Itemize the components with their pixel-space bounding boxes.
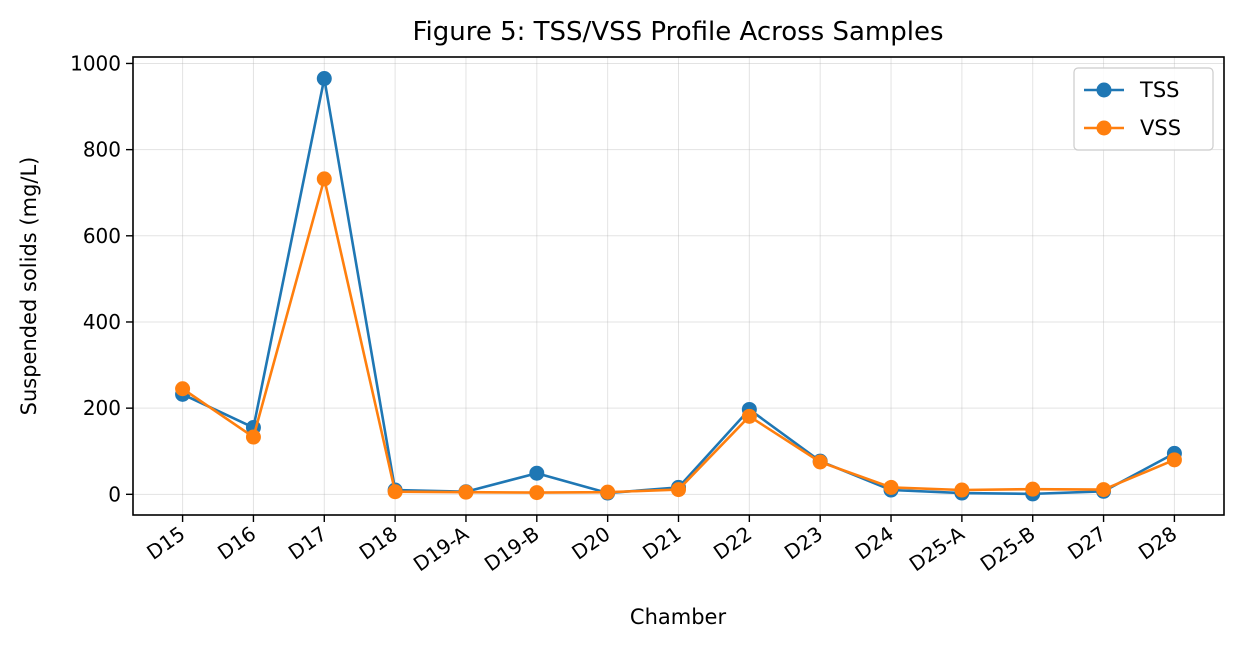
data-point — [316, 71, 332, 87]
data-point — [245, 429, 261, 445]
y-tick-label: 200 — [83, 396, 121, 420]
y-tick-label: 600 — [83, 224, 121, 248]
data-point — [529, 465, 545, 481]
data-point — [671, 482, 686, 498]
x-tick-label: D17 — [284, 521, 331, 564]
legend-item: TSS — [1084, 78, 1180, 102]
data-point — [1166, 452, 1182, 468]
y-tick-label: 0 — [108, 482, 121, 506]
data-point — [458, 484, 474, 500]
data-point — [812, 454, 828, 470]
data-point — [883, 479, 899, 495]
legend-label: TSS — [1139, 78, 1180, 102]
x-tick-label: D19-A — [409, 521, 473, 576]
x-tick-label: D28 — [1134, 521, 1181, 564]
x-tick-label: D25-B — [976, 521, 1040, 576]
data-point — [954, 482, 970, 498]
legend-item: VSS — [1084, 116, 1181, 140]
data-point — [316, 171, 332, 187]
legend-marker — [1096, 120, 1112, 136]
x-tick-label: D19-B — [480, 521, 544, 576]
y-tick-label: 1000 — [70, 51, 121, 75]
data-point — [1096, 482, 1112, 498]
x-axis-label: Chamber — [630, 605, 727, 629]
series-vss — [175, 171, 1182, 501]
y-tick-label: 400 — [83, 310, 121, 334]
legend-label: VSS — [1140, 116, 1181, 140]
x-tick-label: D23 — [780, 521, 827, 564]
axes: D15 D16 D17 D18 D19-A D19-B D20 D21 D22 D23 D24 D25… — [70, 51, 1181, 576]
series-layer — [175, 71, 1182, 502]
y-axis-label: Suspended solids (mg/L) — [17, 157, 41, 416]
data-point — [600, 484, 616, 500]
grid — [133, 57, 1224, 515]
x-tick-label: D24 — [851, 521, 898, 564]
x-tick-label: D21 — [638, 521, 685, 564]
chart-title: Figure 5: TSS/VSS Profile Across Samples — [412, 17, 943, 47]
x-tick-label: D15 — [142, 521, 189, 564]
data-point — [741, 408, 757, 424]
legend: TSS VSS — [1073, 67, 1214, 151]
data-point — [529, 485, 545, 501]
x-tick-label: D27 — [1063, 521, 1110, 564]
x-tick-label: D25-A — [905, 521, 969, 576]
data-point — [387, 484, 403, 500]
x-tick-label: D16 — [213, 521, 260, 564]
data-point — [1025, 481, 1041, 497]
y-tick-label: 800 — [83, 138, 121, 162]
x-tick-label: D20 — [567, 521, 614, 564]
x-tick-label: D18 — [355, 521, 402, 564]
data-point — [175, 381, 191, 397]
legend-marker — [1096, 82, 1112, 98]
x-tick-label: D22 — [709, 521, 756, 564]
